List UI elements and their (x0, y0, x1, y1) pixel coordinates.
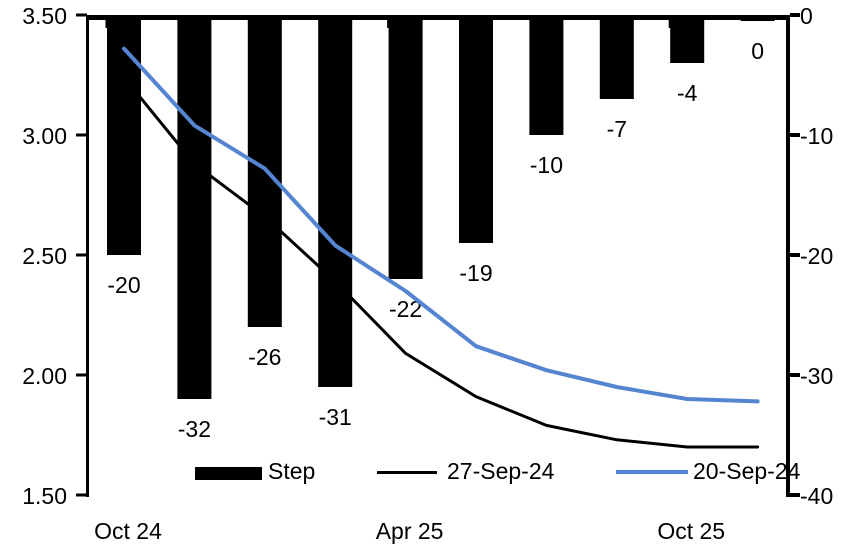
x-axis-label: Oct 24 (94, 518, 162, 544)
step-bar-label: -31 (319, 404, 352, 430)
right-axis-tick (790, 133, 800, 137)
category-axis-line (86, 15, 790, 20)
legend-27-sep-24-label: 27-Sep-24 (447, 458, 555, 484)
legend-20-sep-24-line-swatch (616, 470, 688, 474)
left-axis-line (86, 15, 89, 497)
step-bar (318, 15, 353, 387)
step-bar-label: -7 (607, 116, 627, 142)
right-axis-tick (790, 253, 800, 257)
legend-step-label: Step (268, 458, 316, 484)
legend-27-sep-24-line-swatch (377, 471, 437, 474)
left-axis-tick-label: 2.00 (22, 363, 67, 389)
step-bar (529, 15, 564, 135)
x-axis-label: Oct 25 (657, 518, 725, 544)
step-bar-label: -19 (459, 260, 492, 286)
right-axis-tick (790, 13, 800, 17)
step-bar (388, 15, 423, 279)
step-bar (670, 15, 705, 63)
left-axis-tick-label: 3.50 (22, 3, 67, 29)
left-axis-tick-label: 1.50 (22, 483, 67, 509)
left-axis-tick (76, 13, 87, 17)
legend-20-sep-24-label: 20-Sep-24 (693, 458, 801, 484)
category-tick (668, 20, 672, 28)
right-axis-tick-label: -20 (800, 243, 833, 269)
right-axis-tick-label: -40 (800, 483, 833, 509)
right-axis-tick (790, 493, 800, 497)
legend-step-swatch (195, 467, 262, 480)
right-axis-tick-label: -10 (800, 123, 833, 149)
step-bar-label: -32 (178, 416, 211, 442)
step-bar-label: 0 (751, 38, 764, 64)
step-bar-label: -20 (107, 272, 140, 298)
step-bar (599, 15, 634, 99)
category-tick (387, 20, 391, 28)
step-bar-label: -26 (248, 344, 281, 370)
right-axis-line (786, 15, 790, 497)
step-bar-label: -10 (530, 152, 563, 178)
left-axis-tick (76, 133, 87, 137)
step-bar (177, 15, 212, 399)
left-axis-tick-label: 2.50 (22, 243, 67, 269)
left-axis-tick (76, 253, 87, 257)
right-axis-tick (790, 373, 800, 377)
category-tick (105, 20, 109, 28)
x-axis-label: Apr 25 (376, 518, 444, 544)
series-line-20-sep-24 (122, 46, 760, 404)
right-axis-tick-label: 0 (800, 3, 813, 29)
left-axis-tick (76, 373, 87, 377)
step-bar (107, 15, 141, 255)
left-axis-tick (76, 493, 87, 497)
step-bar-label: -4 (677, 80, 698, 106)
step-bar (459, 15, 493, 243)
left-axis-tick-label: 3.00 (22, 123, 67, 149)
right-axis-tick-label: -30 (800, 363, 833, 389)
series-line-27-sep-24 (122, 75, 760, 449)
